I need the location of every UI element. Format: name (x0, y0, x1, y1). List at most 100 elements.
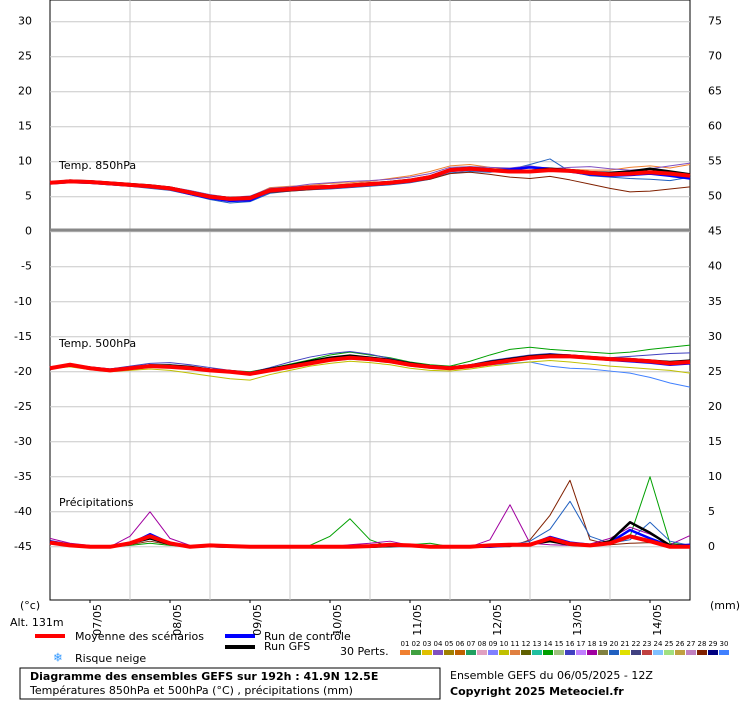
y2-tick-label: 60 (708, 120, 722, 133)
footer-title: Diagramme des ensembles GEFS sur 192h : … (30, 670, 378, 683)
member-swatch (598, 650, 608, 655)
y2-tick-label: 55 (708, 155, 722, 168)
member-label: 18 (588, 640, 597, 648)
member-label: 13 (533, 640, 542, 648)
y2-tick-label: 25 (708, 365, 722, 378)
altitude: Alt. 131m (10, 616, 64, 629)
y2-tick-label: 20 (708, 400, 722, 413)
member-swatch (642, 650, 652, 655)
panel-label: Temp. 500hPa (58, 337, 136, 350)
member-label: 15 (555, 640, 564, 648)
member-swatch (587, 650, 597, 655)
x-tick-label: 08/05 (171, 604, 184, 636)
y-tick-label: -5 (21, 260, 32, 273)
y2-label: (mm) (710, 599, 740, 612)
y-tick-label: -20 (14, 365, 32, 378)
member-swatch (521, 650, 531, 655)
mean-line (49, 166, 691, 201)
member-label: 10 (500, 640, 509, 648)
legend-control: Run de contrôle (264, 630, 351, 643)
member-swatch (510, 650, 520, 655)
member-label: 08 (478, 640, 487, 648)
y-tick-label: -35 (14, 470, 32, 483)
y2-tick-label: 10 (708, 470, 722, 483)
y2-tick-label: 75 (708, 15, 722, 28)
member-label: 07 (467, 640, 476, 648)
member-label: 06 (456, 640, 465, 648)
y2-tick-label: 70 (708, 50, 722, 63)
y-tick-label: 0 (25, 225, 32, 238)
y-tick-label: -25 (14, 400, 32, 413)
y-tick-label: -10 (14, 295, 32, 308)
footer-box (19, 667, 441, 700)
member-label: 09 (489, 640, 498, 648)
member-swatch (400, 650, 410, 655)
member-swatch (455, 650, 465, 655)
member-label: 12 (522, 640, 531, 648)
member-label: 05 (445, 640, 454, 648)
member-swatch (609, 650, 619, 655)
member-swatch (444, 650, 454, 655)
footer-subtitle: Températures 850hPa et 500hPa (°C) , pré… (29, 684, 353, 697)
member-swatch (697, 650, 707, 655)
member-label: 02 (412, 640, 421, 648)
member-swatch (664, 650, 674, 655)
member-label: 03 (423, 640, 432, 648)
member-label: 26 (676, 640, 685, 648)
y2-tick-label: 30 (708, 330, 722, 343)
member-swatch (708, 650, 718, 655)
y2-tick-label: 0 (708, 540, 715, 553)
panel-label: Temp. 850hPa (58, 159, 136, 172)
member-swatch (422, 650, 432, 655)
member-swatch (466, 650, 476, 655)
member-label: 01 (401, 640, 410, 648)
y-tick-label: 20 (18, 85, 32, 98)
x-tick-label: 13/05 (571, 604, 584, 636)
member-label: 16 (566, 640, 575, 648)
member-label: 27 (687, 640, 696, 648)
legend-mean: Moyenne des scénarios (75, 630, 204, 643)
y2-tick-label: 45 (708, 225, 722, 238)
member-label: 04 (434, 640, 443, 648)
member-swatch (719, 650, 729, 655)
legend-perts: 30 Perts. (340, 645, 389, 658)
member-label: 29 (709, 640, 718, 648)
y-tick-label: -30 (14, 435, 32, 448)
member-label: 25 (665, 640, 674, 648)
member-label: 11 (511, 640, 520, 648)
legend-snow: Risque neige (75, 652, 146, 665)
member-swatch (411, 650, 421, 655)
member-label: 21 (621, 640, 630, 648)
footer-copyright: Copyright 2025 Meteociel.fr (450, 685, 624, 698)
grid (50, 0, 690, 600)
member-swatch (532, 650, 542, 655)
x-tick-label: 10/05 (331, 604, 344, 636)
y-tick-label: 10 (18, 155, 32, 168)
y-tick-label: 15 (18, 120, 32, 133)
member-label: 17 (577, 640, 586, 648)
mean-line (49, 354, 691, 376)
y-tick-label: -15 (14, 330, 32, 343)
member-swatch (631, 650, 641, 655)
member-swatch (543, 650, 553, 655)
y2-tick-label: 35 (708, 295, 722, 308)
x-tick-label: 09/05 (251, 604, 264, 636)
member-label: 24 (654, 640, 663, 648)
y-tick-label: 30 (18, 15, 32, 28)
y-tick-label: -40 (14, 505, 32, 518)
y-label: (°c) (20, 599, 40, 612)
y2-tick-label: 15 (708, 435, 722, 448)
member-swatch (499, 650, 509, 655)
member-label: 30 (720, 640, 729, 648)
member-label: 19 (599, 640, 608, 648)
legend-gfs: Run GFS (264, 640, 310, 653)
y2-tick-label: 40 (708, 260, 722, 273)
member-swatch (565, 650, 575, 655)
x-tick-label: 12/05 (491, 604, 504, 636)
member-label: 14 (544, 640, 553, 648)
mean-line (49, 534, 690, 549)
member-swatch (554, 650, 564, 655)
member-swatch (653, 650, 663, 655)
member-label: 23 (643, 640, 652, 648)
snow-icon: ❄ (53, 651, 63, 665)
